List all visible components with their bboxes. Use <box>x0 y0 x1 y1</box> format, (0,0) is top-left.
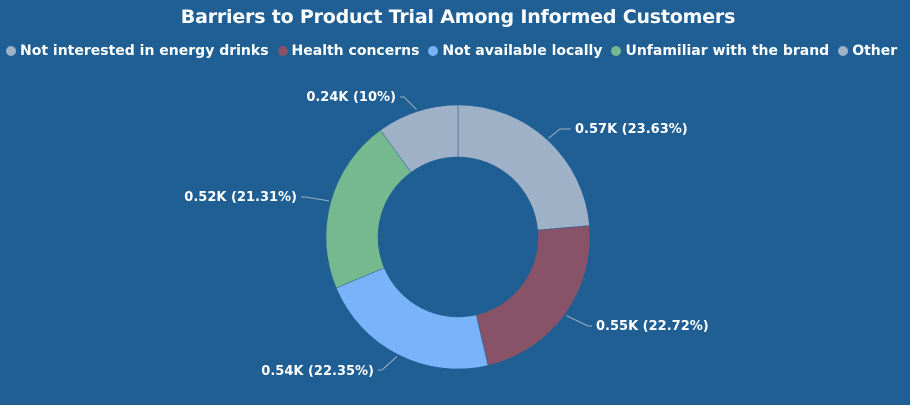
data-label: 0.57K (23.63%) <box>575 122 688 137</box>
leader-line <box>378 355 398 371</box>
data-label: 0.54K (22.35%) <box>261 364 374 379</box>
legend-label: Not interested in energy drinks <box>20 43 269 59</box>
donut-slice[interactable] <box>457 104 590 231</box>
data-label: 0.24K (10%) <box>306 90 396 105</box>
donut-slice[interactable] <box>380 104 459 173</box>
legend-item[interactable]: Other <box>838 43 897 59</box>
legend-marker-icon <box>611 46 622 56</box>
donut-slice[interactable] <box>475 225 591 366</box>
leader-line <box>301 196 330 202</box>
legend-marker-icon <box>838 46 849 56</box>
leader-line <box>548 128 571 139</box>
legend-label: Other <box>852 43 898 59</box>
legend-marker-icon <box>6 46 16 56</box>
legend-marker-icon <box>428 46 439 56</box>
legend-label: Unfamiliar with the brand <box>625 43 830 59</box>
legend-item[interactable]: Not interested in energy drinks <box>6 43 269 59</box>
legend-item[interactable]: Unfamiliar with the brand <box>611 43 829 59</box>
leader-line <box>566 315 592 327</box>
legend-label: Not available locally <box>442 43 603 59</box>
data-label: 0.52K (21.31%) <box>184 190 297 205</box>
legend-label: Health concerns <box>291 43 420 59</box>
chart-title: Barriers to Product Trial Among Informed… <box>180 6 736 28</box>
data-label: 0.55K (22.72%) <box>596 319 709 334</box>
chart-legend: Not interested in energy drinks Health co… <box>6 43 916 59</box>
legend-item[interactable]: Not available locally <box>428 43 602 59</box>
legend-item[interactable]: Health concerns <box>277 43 420 59</box>
leader-line <box>400 96 417 110</box>
donut-slice[interactable] <box>335 267 489 370</box>
legend-marker-icon <box>277 46 288 56</box>
